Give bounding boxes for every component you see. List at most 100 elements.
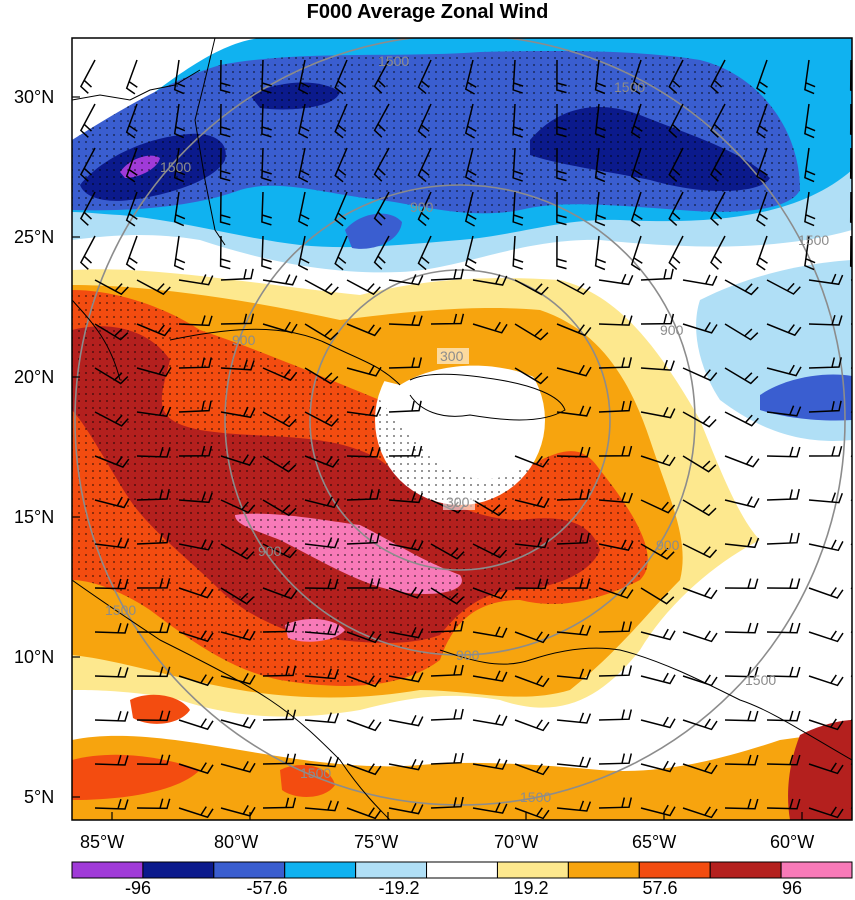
wind-barb <box>346 675 382 688</box>
lat-label-10n: 10°N <box>14 647 55 667</box>
wind-barb <box>512 235 524 270</box>
ring-label-1500-southwest: 1500 <box>300 765 331 781</box>
wind-barb <box>94 323 129 341</box>
wind-barb <box>94 754 129 766</box>
colorbar-swatch-0 <box>71 861 144 879</box>
wind-barb <box>464 103 477 139</box>
wind-barb <box>682 674 718 687</box>
wind-barb <box>417 191 432 227</box>
ring-label-300-top: 300 <box>440 348 464 364</box>
wind-barb <box>766 532 800 545</box>
wind-barb <box>640 628 676 641</box>
wind-barb <box>388 626 424 639</box>
wind-barb <box>79 147 96 182</box>
wind-barb <box>125 103 138 139</box>
wind-barb <box>640 587 675 605</box>
wind-barb <box>598 539 634 551</box>
wind-barb <box>262 455 297 473</box>
wind-barb <box>136 405 172 418</box>
wind-barb <box>388 714 424 727</box>
wind-barb <box>808 273 844 286</box>
lon-label-85w: 85°W <box>80 832 125 852</box>
wind-barb <box>598 315 633 326</box>
wind-barb <box>640 543 675 560</box>
wind-barb <box>173 103 186 139</box>
wind-barb <box>598 586 634 599</box>
wind-barb <box>556 235 567 270</box>
wind-barb <box>136 532 170 545</box>
wind-barb <box>79 191 96 226</box>
wind-barb <box>598 665 633 677</box>
wind-barb <box>630 59 643 95</box>
wind-barb <box>472 670 508 682</box>
wind-fill-blue-blob <box>345 213 402 249</box>
wind-barb <box>724 536 760 549</box>
wind-barb <box>514 675 550 688</box>
wind-barb <box>808 762 844 775</box>
wind-barb <box>178 274 214 286</box>
wind-barb <box>849 59 852 92</box>
wind-barb <box>173 147 186 183</box>
wind-barb <box>514 279 549 296</box>
lon-label-75w: 75°W <box>354 832 399 852</box>
wind-barb <box>220 761 256 773</box>
wind-barb <box>79 59 96 94</box>
wind-barb <box>808 630 844 643</box>
wind-barb <box>220 499 256 514</box>
wind-barb <box>756 191 768 227</box>
wind-barb <box>849 235 852 268</box>
plot-frame <box>71 37 853 821</box>
wind-barb <box>173 59 186 95</box>
wind-barb <box>304 323 339 341</box>
wind-barb <box>430 587 465 605</box>
wind-barb <box>125 147 138 183</box>
wind-barb <box>804 147 816 183</box>
wind-fill-darkred-lower-east <box>788 720 852 820</box>
wind-barb <box>556 712 592 724</box>
wind-barb <box>472 543 508 559</box>
wind-barb <box>766 666 801 678</box>
wind-barb <box>556 800 592 812</box>
wind-barb <box>304 537 340 549</box>
wind-barb <box>514 719 550 732</box>
wind-barb <box>640 313 675 325</box>
wind-barb <box>724 754 759 766</box>
wind-barb <box>766 279 801 295</box>
wind-barb <box>262 411 297 428</box>
wind-barb <box>220 268 254 281</box>
lon-label-70w: 70°W <box>494 832 539 852</box>
wind-barb <box>756 147 768 183</box>
wind-barb <box>556 147 567 182</box>
wind-barb <box>514 763 550 776</box>
wind-barb <box>766 405 802 417</box>
wind-barb <box>668 191 684 226</box>
wind-barb <box>756 59 768 95</box>
wind-barb <box>219 235 231 270</box>
wind-barb <box>724 367 759 385</box>
wind-barb <box>262 499 297 517</box>
wind-barb <box>346 719 382 732</box>
wind-barb <box>556 364 592 377</box>
wind-barb <box>430 752 464 765</box>
wind-barb <box>220 454 256 466</box>
wind-barb <box>594 191 606 227</box>
wind-barb <box>220 543 255 560</box>
wind-barb <box>472 499 507 517</box>
wind-barb <box>388 492 424 504</box>
wind-barb <box>304 455 340 468</box>
wind-barb <box>598 621 633 633</box>
wind-barb <box>346 631 382 644</box>
wind-barb <box>219 147 231 182</box>
wind-barb <box>136 754 171 766</box>
wind-barb <box>417 103 432 139</box>
ring-label-1500-southeast: 1500 <box>745 672 776 688</box>
coastlines <box>72 38 852 820</box>
wind-barb <box>136 578 171 589</box>
wind-barb <box>594 235 606 271</box>
axis-ticks <box>72 96 803 820</box>
wind-barb <box>178 445 213 457</box>
wind-barb <box>766 488 800 501</box>
wind-barb <box>373 103 390 138</box>
wind-barb <box>804 59 816 95</box>
wind-barb <box>640 716 676 729</box>
